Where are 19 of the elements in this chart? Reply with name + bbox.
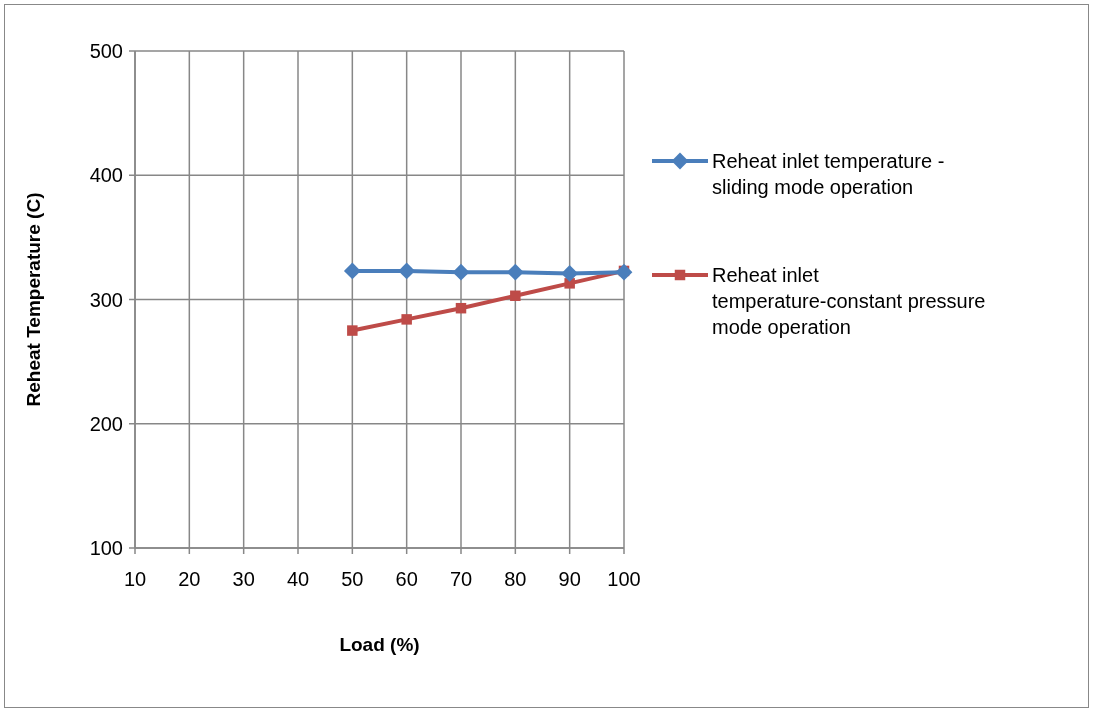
x-axis-title: Load (%)	[339, 634, 420, 655]
x-tick-label: 70	[449, 568, 473, 590]
x-tick-label: 20	[178, 568, 201, 590]
x-tick-label: 60	[395, 568, 418, 590]
x-tick-label: 40	[286, 568, 310, 590]
x-tick-label: 10	[123, 568, 147, 590]
y-tick-label: 500	[89, 40, 123, 62]
x-tick-label: 80	[504, 568, 527, 590]
x-tick-label: 50	[341, 568, 364, 590]
x-tick-label: 100	[607, 568, 641, 590]
y-tick-label: 200	[89, 412, 123, 435]
y-tick-label: 100	[89, 537, 123, 559]
x-tick-label: 90	[558, 568, 581, 590]
y-tick-label: 400	[89, 164, 123, 187]
y-tick-label: 300	[89, 288, 123, 311]
legend-label: Reheat inlet temperature - sliding mode operation	[712, 150, 945, 198]
y-axis-title: Reheat Temperature (C)	[23, 192, 44, 407]
x-tick-label: 30	[232, 568, 255, 590]
legend-label: Reheat inlet temperature-constant pressure mode operation	[712, 264, 986, 338]
